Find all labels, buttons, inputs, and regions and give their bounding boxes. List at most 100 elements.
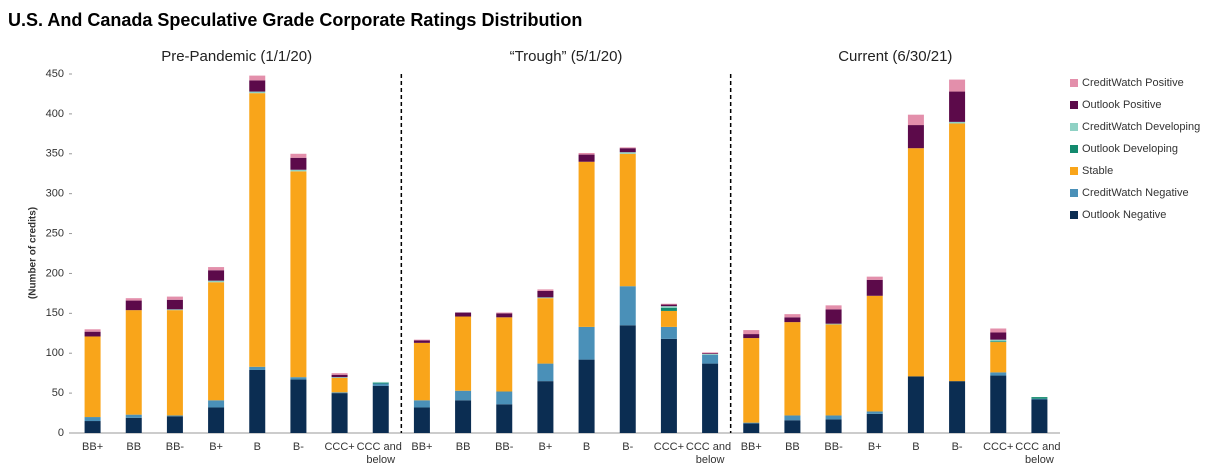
bar-segment (743, 334, 760, 339)
bar-segment (125, 417, 142, 433)
bar-segment (619, 152, 636, 154)
bar-segment (660, 303, 677, 305)
bar-segment (125, 298, 142, 301)
bar-segment (496, 313, 513, 318)
bar-segment (784, 322, 801, 416)
bar-segment (125, 414, 142, 418)
bar-segment (702, 354, 719, 364)
bar-segment (825, 323, 842, 325)
bar-segment (990, 332, 1007, 340)
bar-segment (84, 329, 101, 332)
x-tick-label: CCC+ (324, 441, 354, 453)
bar-segment (372, 382, 389, 384)
y-tick-label: 350 (46, 148, 64, 160)
bar-segment (166, 310, 183, 416)
x-tick-label: B+ (209, 441, 223, 453)
bar-segment (866, 411, 883, 414)
bar-segment (784, 314, 801, 318)
x-tick-label: B- (622, 441, 633, 453)
bar-segment (208, 407, 225, 433)
y-tick-label: 50 (52, 387, 64, 399)
bar-segment (702, 363, 719, 433)
bar-segment (166, 415, 183, 417)
legend-swatch (1070, 145, 1078, 153)
bar-segment (825, 415, 842, 420)
bar-segment (455, 312, 472, 317)
bar-segment (660, 304, 677, 307)
bar-segment (249, 75, 266, 81)
bar-segment (331, 377, 348, 393)
bar-segment (290, 153, 307, 158)
bar-segment (578, 152, 595, 155)
bar-segment (949, 79, 966, 92)
bar-segment (907, 125, 924, 149)
bar-segment (372, 383, 389, 386)
bar-segment (619, 153, 636, 287)
bar-segment (619, 148, 636, 153)
bar-segment (331, 393, 348, 433)
legend-label: CreditWatch Positive (1082, 77, 1184, 89)
bar-segment (413, 407, 430, 433)
bar-segment (125, 310, 142, 415)
legend-swatch (1070, 189, 1078, 197)
bar-segment (784, 415, 801, 421)
bar-segment (784, 317, 801, 323)
y-tick-label: 250 (46, 227, 64, 239)
bar-segment (496, 391, 513, 405)
bar-segment (208, 270, 225, 281)
legend-swatch (1070, 123, 1078, 131)
bar-segment (290, 157, 307, 170)
bar-segment (208, 280, 225, 283)
x-tick-label: B (583, 441, 590, 453)
bar-segment (743, 422, 760, 424)
bar-segment (702, 353, 719, 355)
bar-segment (166, 416, 183, 433)
bar-segment (1031, 397, 1048, 399)
bar-segment (784, 420, 801, 433)
bar-segment (578, 326, 595, 360)
bar-segment (866, 295, 883, 412)
bar-segment (455, 390, 472, 401)
bar-segment (743, 423, 760, 433)
bar-segment (331, 377, 348, 378)
bar-segment (249, 369, 266, 433)
legend-label: Stable (1082, 165, 1113, 177)
legend-swatch (1070, 79, 1078, 87)
bar-segment (825, 305, 842, 310)
bar-segment (702, 352, 719, 354)
x-tick-label: B- (952, 441, 963, 453)
group-title: “Trough” (5/1/20) (510, 48, 623, 65)
bar-segment (372, 381, 389, 383)
bar-segment (866, 276, 883, 280)
bar-segment (496, 317, 513, 392)
bar-segment (249, 80, 266, 92)
x-tick-label: B (912, 441, 919, 453)
group-title: Pre-Pandemic (1/1/20) (161, 48, 312, 65)
y-tick-label: 150 (46, 307, 64, 319)
bar-segment (413, 339, 430, 341)
x-tick-label: B- (293, 441, 304, 453)
bar-segment (949, 121, 966, 124)
group-title: Current (6/30/21) (838, 48, 952, 65)
bar-segment (331, 374, 348, 378)
y-tick-label: 100 (46, 347, 64, 359)
bar-segment (578, 359, 595, 433)
bar-segment (413, 340, 430, 343)
bar-segment (578, 161, 595, 327)
legend-label: Outlook Negative (1082, 209, 1166, 221)
x-tick-label: CCC and below (357, 441, 405, 466)
bar-segment (496, 404, 513, 433)
bar-segment (537, 289, 554, 291)
bar-segment (578, 154, 595, 162)
bar-segment (496, 312, 513, 314)
x-tick-label: B+ (868, 441, 882, 453)
x-tick-label: BB (456, 441, 471, 453)
y-axis-label: (Number of credits) (28, 207, 39, 299)
y-tick-label: 300 (46, 188, 64, 200)
bar-segment (208, 282, 225, 401)
bar-segment (990, 339, 1007, 342)
bar-segment (537, 290, 554, 298)
bar-segment (166, 296, 183, 300)
bar-segment (990, 375, 1007, 433)
bar-segment (125, 300, 142, 311)
